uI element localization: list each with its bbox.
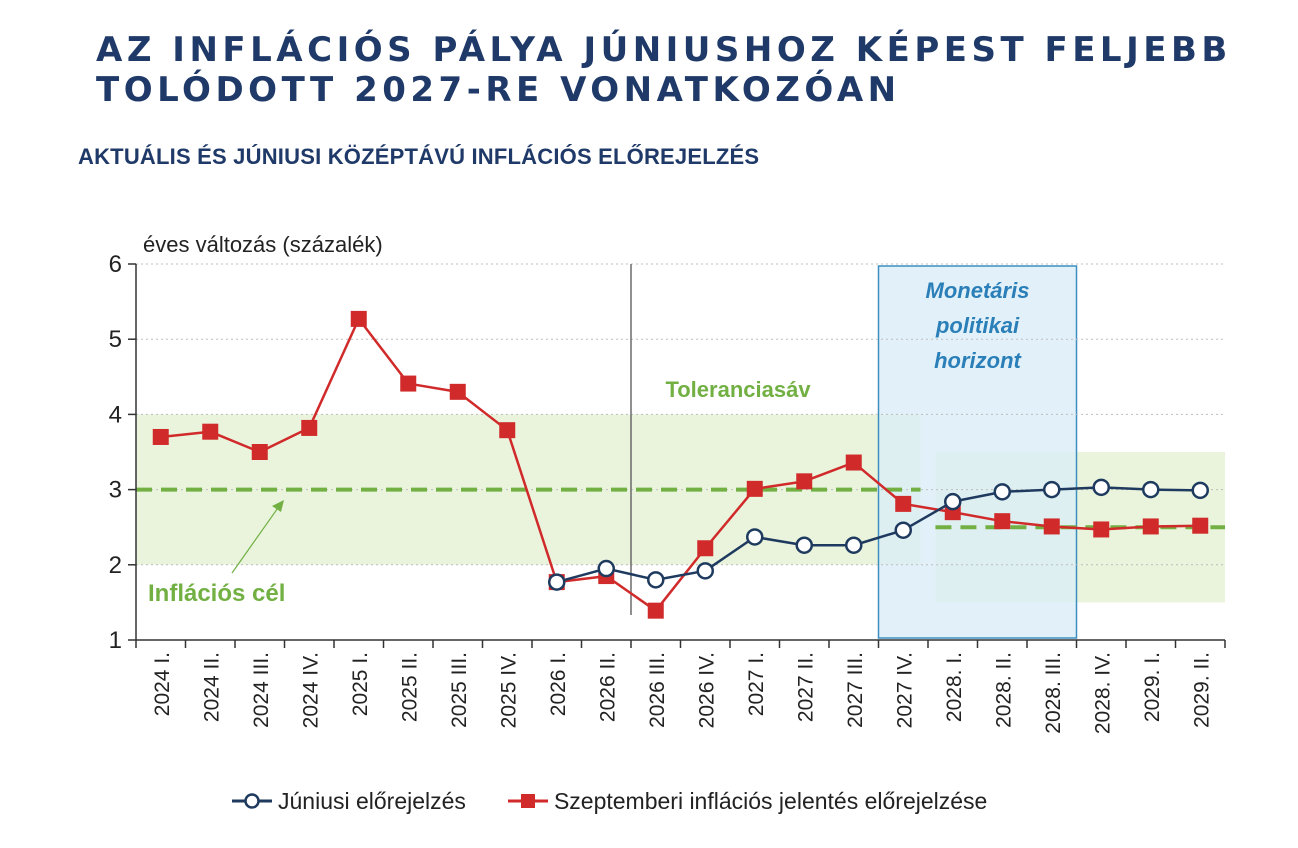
x-tick-label: 2029. I. bbox=[1141, 652, 1164, 722]
data-point-june bbox=[696, 562, 714, 580]
data-point-june bbox=[1043, 480, 1061, 499]
y-tick-label: 1 bbox=[109, 627, 122, 654]
inflation-target-arrow-line bbox=[231, 504, 281, 574]
slide-title: AZ INFLÁCIÓS PÁLYA JÚNIUSHOZ KÉPEST FELJ… bbox=[96, 30, 1246, 110]
annotations: éves változás (százalék) Toleranciasáv Inf… bbox=[143, 232, 1029, 607]
data-point-june bbox=[993, 483, 1011, 501]
x-tick-label: 2027 IV. bbox=[893, 652, 916, 728]
x-tick-label: 2026 I. bbox=[547, 652, 570, 716]
legend: Júniusi előrejelzés Szeptemberi infláció… bbox=[230, 786, 1027, 816]
series-line-september bbox=[160, 317, 1201, 612]
x-tick-label: 2025 III. bbox=[448, 652, 471, 728]
x-tick-label: 2028. IV. bbox=[1091, 652, 1114, 734]
policy-horizon-rect bbox=[877, 265, 1078, 639]
x-tick-label: 2028. I. bbox=[943, 652, 966, 722]
legend-item-june: Júniusi előrejelzés bbox=[230, 788, 466, 815]
x-tick-label: 2024 III. bbox=[250, 652, 273, 728]
x-tick-label: 2027 I. bbox=[745, 652, 768, 716]
data-point-september bbox=[251, 444, 268, 460]
data-point-june bbox=[1191, 481, 1209, 500]
data-point-september bbox=[796, 473, 813, 490]
policy-horizon-label-line: horizont bbox=[934, 348, 1022, 373]
y-tick-label: 4 bbox=[109, 401, 122, 428]
data-point-september bbox=[895, 495, 912, 512]
legend-marker-september bbox=[507, 794, 548, 808]
x-tick-label: 2026 III. bbox=[646, 652, 669, 728]
data-point-june bbox=[647, 571, 665, 589]
legend-item-september: Szeptemberi inflációs jelentés előrejelz… bbox=[506, 788, 987, 815]
y-tick-label: 6 bbox=[109, 251, 122, 278]
x-tick-label: 2028. III. bbox=[1042, 652, 1065, 734]
data-point-september bbox=[400, 375, 417, 392]
x-tick-label: 2027 III. bbox=[844, 652, 867, 728]
x-tick-label: 2029. II. bbox=[1190, 652, 1213, 728]
data-point-september bbox=[350, 310, 367, 327]
data-point-september bbox=[994, 513, 1011, 530]
policy-horizon-box bbox=[877, 265, 1078, 639]
data-point-september bbox=[301, 419, 318, 436]
inflation-target-label: Inflációs cél bbox=[148, 580, 285, 607]
data-point-september bbox=[1142, 518, 1159, 535]
x-tick-label: 2024 II. bbox=[200, 652, 223, 722]
x-tick-label: 2024 IV. bbox=[299, 652, 322, 728]
data-point-september bbox=[1093, 521, 1110, 538]
chart-subtitle: AKTUÁLIS ÉS JÚNIUSI KÖZÉPTÁVÚ INFLÁCIÓS … bbox=[78, 144, 760, 169]
x-tick-label: 2024 I. bbox=[151, 652, 174, 716]
data-point-june bbox=[597, 559, 615, 578]
x-tick-label: 2025 I. bbox=[349, 652, 372, 716]
x-tick-label: 2026 II. bbox=[596, 652, 619, 722]
x-tick-label: 2025 IV. bbox=[497, 652, 520, 728]
data-point-june bbox=[548, 573, 566, 591]
x-tick-labels: 2024 I. 2024 II. 2024 III. 2024 IV. 2025 I. 2… bbox=[151, 652, 1214, 734]
y-tick-label: 5 bbox=[109, 326, 122, 353]
legend-label-september: Szeptemberi inflációs jelentés előrejelz… bbox=[553, 787, 988, 814]
slide-title-line2: TOLÓDOTT 2027-RE VONATKOZÓAN bbox=[96, 70, 901, 110]
target-lines bbox=[136, 487, 1225, 530]
data-point-september bbox=[845, 454, 862, 471]
data-point-june bbox=[746, 528, 764, 546]
data-point-june bbox=[845, 536, 863, 554]
data-point-june bbox=[1142, 480, 1160, 499]
data-point-june bbox=[944, 492, 962, 511]
data-point-september bbox=[499, 422, 516, 439]
data-point-september bbox=[449, 383, 466, 400]
axes bbox=[128, 263, 1226, 648]
data-point-september bbox=[202, 423, 219, 440]
x-tick-label: 2025 II. bbox=[398, 652, 421, 722]
data-point-september bbox=[1192, 517, 1209, 534]
x-tick-label: 2026 IV. bbox=[695, 652, 718, 728]
legend-label-june: Júniusi előrejelzés bbox=[278, 787, 466, 814]
y-tick-label: 2 bbox=[109, 552, 122, 579]
data-point-june bbox=[894, 521, 912, 539]
policy-horizon-label-line: politikai bbox=[935, 313, 1020, 338]
data-point-june bbox=[795, 536, 813, 554]
y-tick-labels: 1 2 3 4 5 6 bbox=[109, 251, 122, 654]
policy-horizon-label-line: Monetáris bbox=[926, 278, 1030, 303]
legend-marker-june bbox=[232, 793, 272, 809]
data-point-september bbox=[746, 480, 763, 497]
x-tick-label: 2028. II. bbox=[992, 652, 1015, 728]
data-point-june bbox=[1092, 478, 1110, 497]
y-axis-label: éves változás (százalék) bbox=[143, 232, 383, 257]
x-tick-label: 2027 II. bbox=[794, 652, 817, 722]
data-point-september bbox=[152, 428, 169, 445]
data-point-september bbox=[697, 540, 714, 557]
series-group bbox=[152, 310, 1209, 619]
y-tick-label: 3 bbox=[109, 477, 122, 504]
data-point-september bbox=[647, 602, 664, 619]
slide-title-line1: AZ INFLÁCIÓS PÁLYA JÚNIUSHOZ KÉPEST FELJ… bbox=[96, 30, 1232, 70]
tolerance-band-label: Toleranciasáv bbox=[665, 377, 811, 402]
data-point-september bbox=[1043, 518, 1060, 535]
inflation-target-arrow-head bbox=[272, 500, 284, 512]
